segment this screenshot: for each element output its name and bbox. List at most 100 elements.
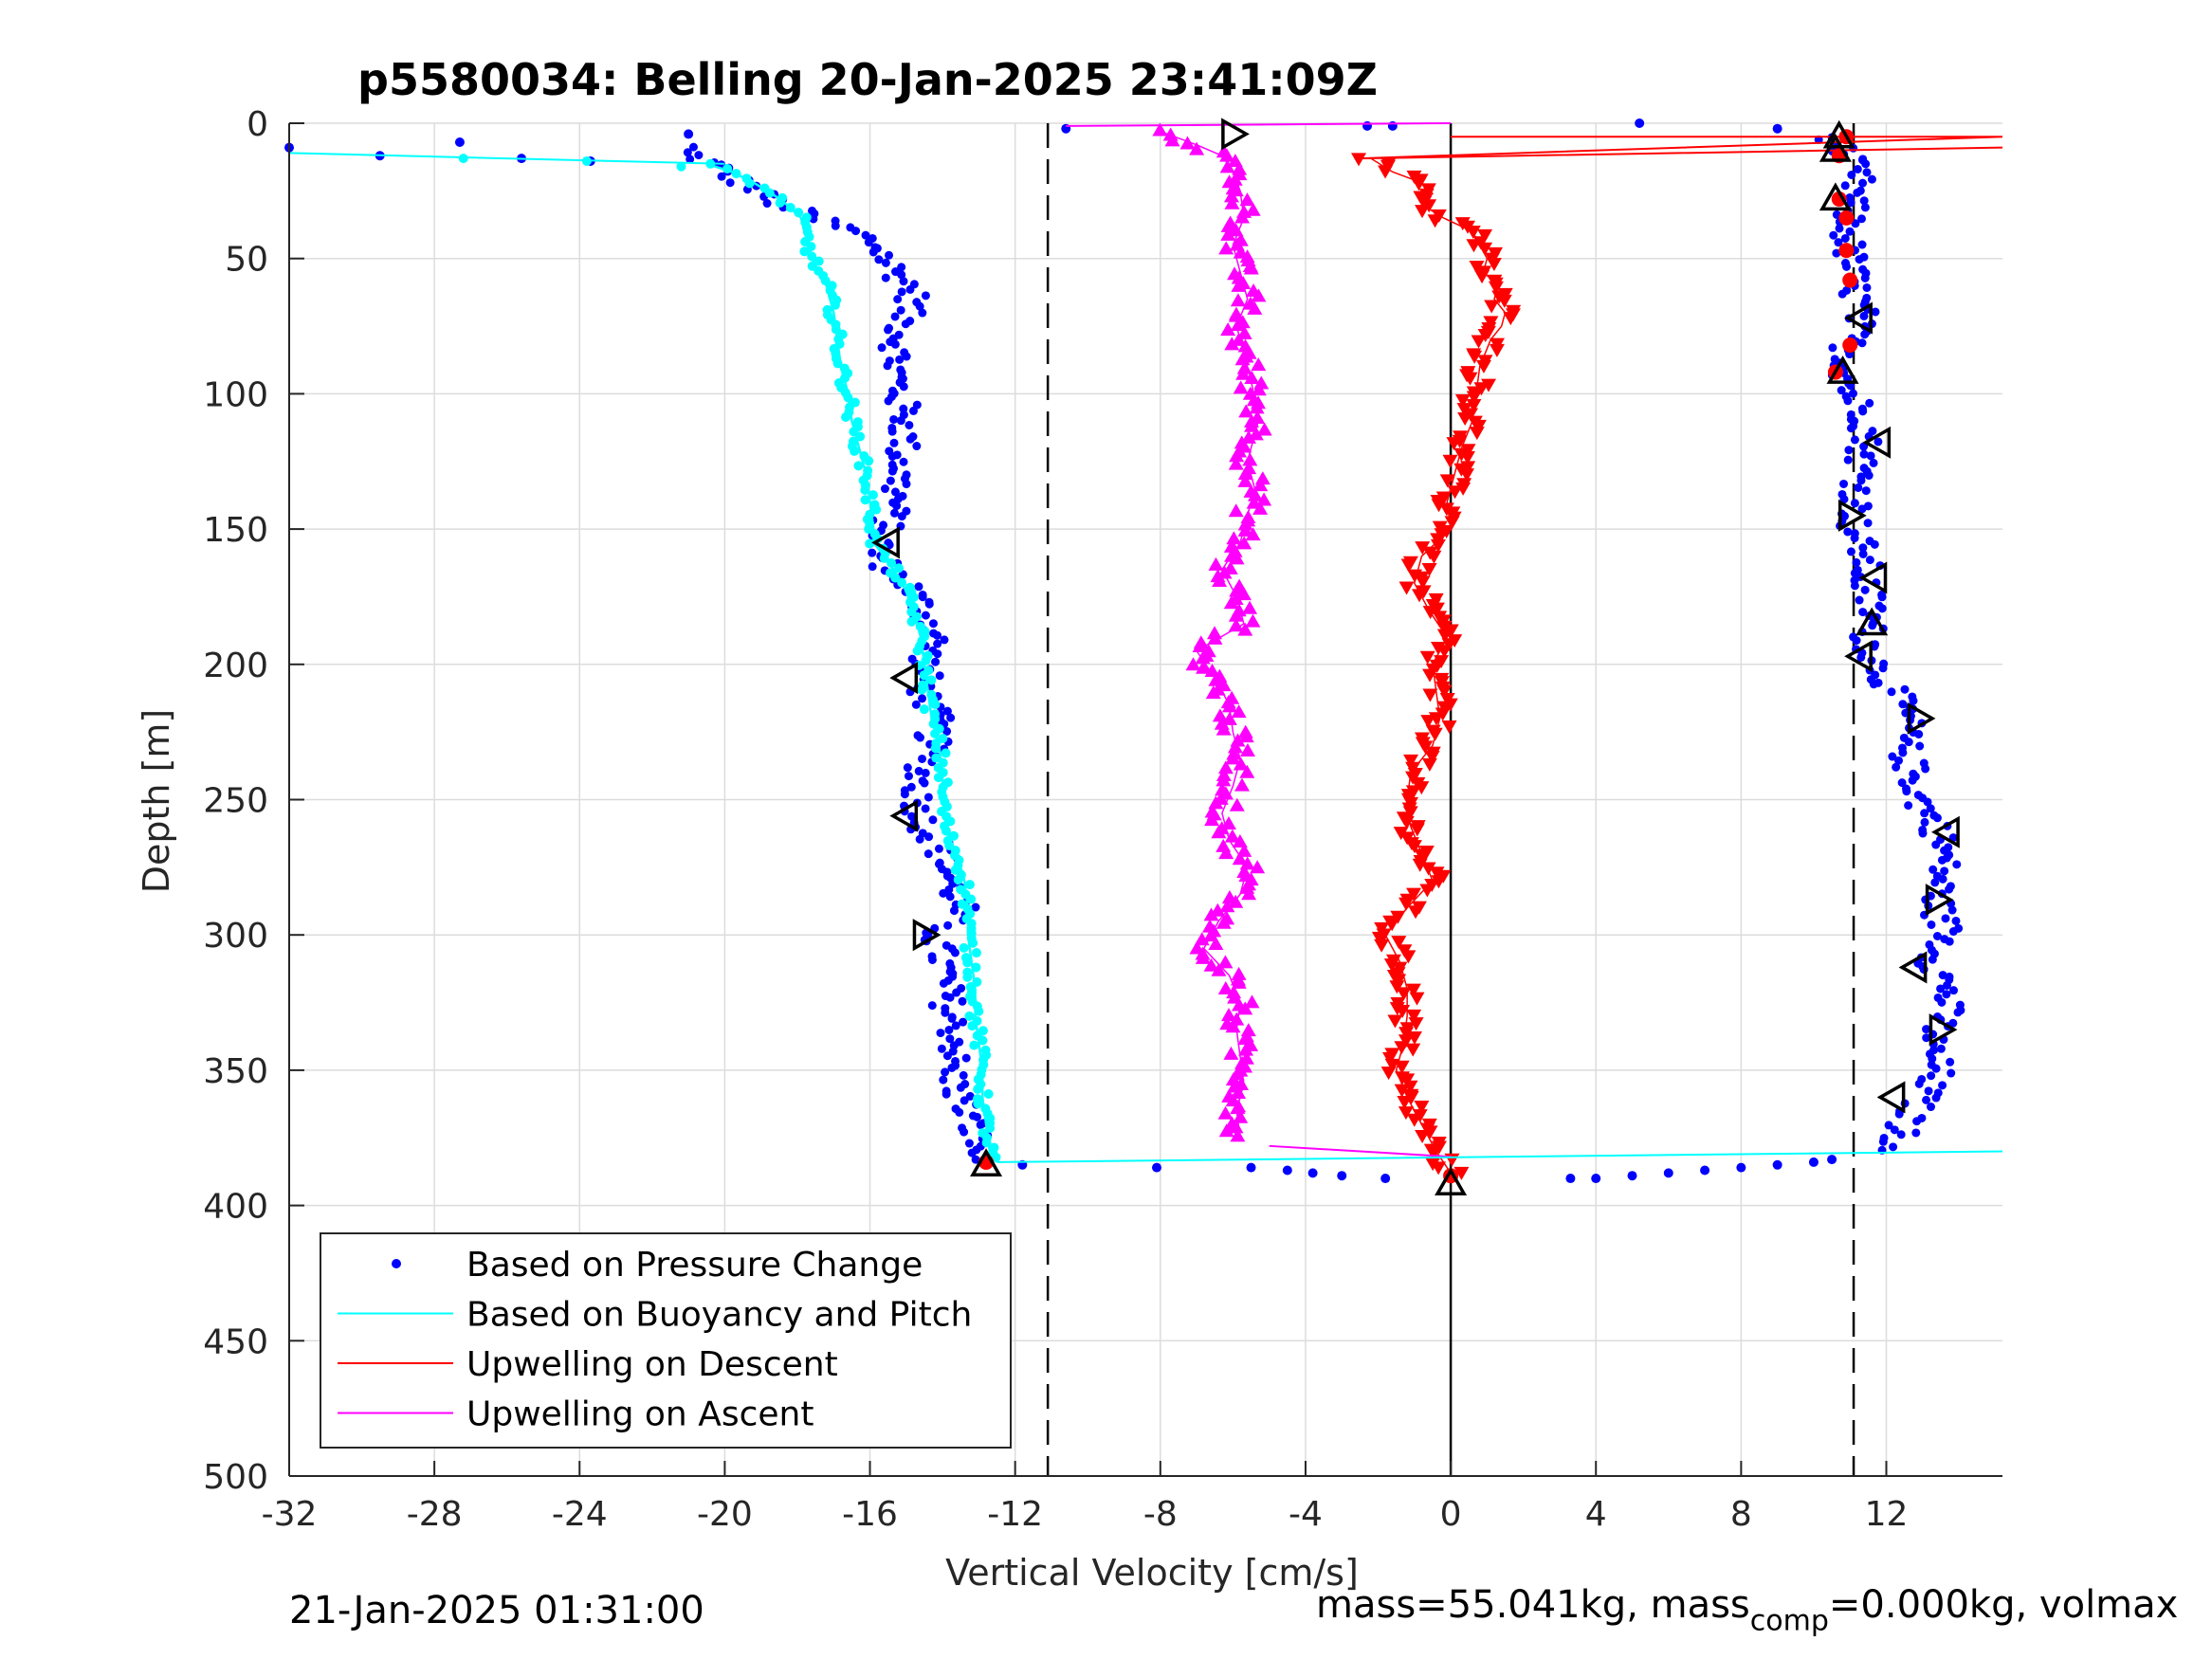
descent-marker [1420, 715, 1436, 729]
pressure-bottom-dot [1627, 1171, 1637, 1181]
pressure-dive-dot [861, 230, 870, 240]
pressure-climb-dot [1922, 1095, 1931, 1104]
pressure-climb-dot [1865, 398, 1874, 408]
descent-marker [1467, 350, 1483, 364]
pressure-dive-dot [956, 1083, 965, 1092]
pressure-climb-dot [1926, 1103, 1935, 1112]
ascent-marker [1225, 751, 1241, 765]
pressure-dive-dot [881, 258, 890, 267]
descent-marker [1351, 153, 1367, 167]
open-triangle-marker [1844, 640, 1873, 673]
pressure-climb-dot [1859, 311, 1869, 320]
pressure-climb-dot [1937, 997, 1947, 1007]
pressure-climb-dot [1932, 813, 1942, 823]
ascent-marker [1225, 1072, 1241, 1086]
buoyancy-dot [930, 728, 941, 738]
descent-marker [1438, 502, 1454, 517]
open-triangle-marker [1822, 119, 1856, 149]
descent-marker [1395, 1004, 1411, 1018]
ascent-marker [1221, 1008, 1237, 1022]
buoyancy-dot [893, 563, 904, 574]
pressure-climb-dot [1900, 684, 1910, 694]
pressure-dive-dot [939, 888, 948, 898]
buoyancy-dot [906, 616, 917, 627]
descent-marker [1400, 950, 1417, 964]
pressure-climb-dot [1874, 437, 1883, 447]
ascent-marker [1235, 587, 1252, 601]
pressure-climb-dot [1857, 504, 1867, 514]
pressure-climb-dot [1844, 446, 1854, 455]
pressure-dive-dot [887, 466, 897, 476]
pressure-surface-dot [1362, 120, 1373, 131]
descent-marker [1457, 412, 1473, 427]
ascent-marker [1236, 536, 1252, 550]
pressure-climb-dot [1897, 778, 1907, 788]
pressure-climb-dot [1926, 804, 1935, 813]
pressure-dive-dot [890, 339, 900, 349]
ascent-marker [1245, 527, 1261, 541]
pressure-climb-dot [1946, 1057, 1955, 1066]
pressure-climb-dot [1846, 424, 1856, 433]
y-tick-label: 500 [203, 1458, 268, 1497]
pressure-climb-dot [1843, 527, 1853, 537]
ascent-marker [1220, 322, 1236, 337]
buoyancy-dot [832, 358, 843, 369]
pressure-climb-dot [1908, 775, 1917, 785]
pressure-climb-dot [1904, 738, 1913, 747]
pressure-bottom-dot [1565, 1174, 1576, 1184]
descent-marker [1415, 541, 1431, 556]
open-triangle-marker [1862, 426, 1892, 459]
pressure-climb-dot [1878, 1137, 1888, 1146]
ascent-marker [1179, 136, 1196, 150]
ascent-marker [1233, 757, 1249, 771]
pressure-dive-dot [971, 902, 980, 912]
pressure-climb-dot [1832, 248, 1841, 258]
pressure-surface-dot [684, 129, 694, 139]
ascent-marker [1196, 660, 1212, 674]
descent-marker [1471, 335, 1487, 349]
pressure-dive-dot [950, 948, 960, 957]
pressure-dive-dot [902, 480, 911, 489]
ascent-line [1160, 130, 1259, 1139]
ascent-marker [1230, 318, 1246, 332]
pressure-bottom-dot [1700, 1165, 1710, 1176]
buoyancy-dot [855, 431, 866, 442]
ascent-marker [1231, 975, 1247, 989]
x-tick-label: -8 [1143, 1495, 1178, 1534]
descent-marker [1405, 1043, 1421, 1057]
pressure-climb-dot [1851, 219, 1860, 228]
buoyancy-dot [831, 324, 841, 335]
descent-marker [1371, 931, 1387, 945]
ascent-marker [1243, 261, 1259, 275]
descent-marker [1402, 1080, 1418, 1094]
open-triangle-marker [970, 1148, 1003, 1177]
buoyancy-surface-dot [458, 154, 468, 164]
buoyancy-dot [820, 276, 831, 286]
ascent-marker [1203, 907, 1219, 921]
pressure-dive-dot [964, 1139, 974, 1148]
pressure-dive-dot [683, 148, 692, 157]
pressure-climb-dot [1884, 1121, 1893, 1130]
pressure-dive-dot [885, 250, 894, 260]
legend: Based on Pressure Change Based on Buoyanc… [320, 1232, 1012, 1449]
ascent-marker [1212, 708, 1228, 722]
pressure-climb-dot [1837, 386, 1846, 395]
buoyancy-dot [983, 1089, 994, 1100]
pressure-climb-dot [1898, 700, 1908, 709]
red-dot-marker [1831, 191, 1847, 207]
descent-marker [1398, 1034, 1414, 1048]
pressure-climb-dot [1860, 203, 1870, 212]
pressure-bottom-dot [1808, 1157, 1819, 1167]
pressure-climb-dot [1863, 519, 1873, 528]
descent-marker [1430, 538, 1446, 553]
pressure-climb-dot [1864, 471, 1874, 481]
buoyancy-dot [799, 246, 810, 257]
pressure-dive-dot [949, 906, 959, 916]
buoyancy-dot [764, 188, 775, 198]
open-triangle-marker [1435, 1167, 1468, 1196]
descent-marker [1432, 520, 1448, 535]
pressure-climb-dot [1902, 787, 1911, 796]
descent-marker [1469, 427, 1485, 441]
pressure-dive-dot [923, 849, 933, 859]
chart-title: p5580034: Belling 20-Jan-2025 23:41:09Z [357, 54, 1378, 105]
